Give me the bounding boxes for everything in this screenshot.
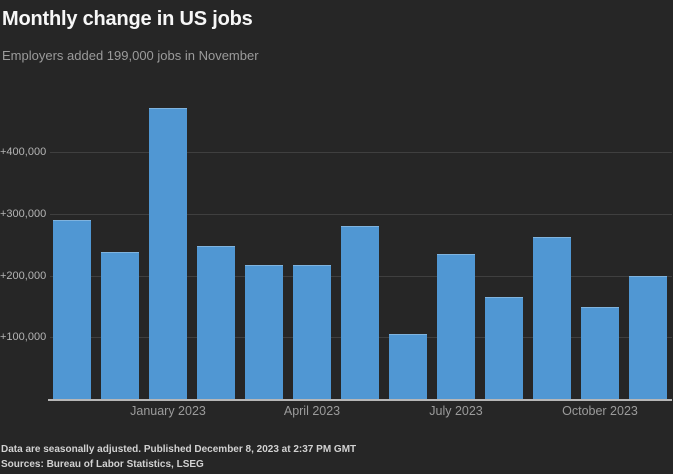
footer-note: Data are seasonally adjusted. Published …: [1, 444, 357, 455]
y-tick-label: +400,000: [0, 146, 47, 159]
bar-may-2023: [341, 225, 379, 399]
plot-area: [48, 100, 672, 401]
footer-sources: Sources: Bureau of Labor Statistics, LSE…: [1, 459, 204, 470]
bar-sep-2023: [533, 237, 571, 399]
bar-jun-2023: [389, 334, 427, 399]
bar-oct-2023: [581, 306, 619, 399]
bar-apr-2023: [293, 265, 331, 399]
gridline: [50, 214, 672, 216]
x-tick-label: July 2023: [429, 404, 483, 418]
gridline: [50, 152, 672, 154]
x-tick-label: October 2023: [562, 404, 638, 418]
chart-footer: Data are seasonally adjusted. Published …: [1, 442, 356, 472]
bar-nov-2022: [53, 220, 91, 399]
chart-title: Monthly change in US jobs: [2, 8, 253, 30]
y-tick-label: +100,000: [0, 331, 47, 344]
bar-feb-2023: [197, 246, 235, 399]
bar-dec-2022: [101, 251, 139, 399]
bar-jul-2023: [437, 253, 475, 399]
bar-nov-2023: [629, 276, 667, 399]
x-tick-label: April 2023: [283, 404, 341, 418]
bar-jan-2023: [149, 108, 187, 399]
x-tick-label: January 2023: [130, 404, 206, 418]
y-tick-label: +300,000: [0, 208, 47, 221]
bar-mar-2023: [245, 265, 283, 399]
y-tick-label: +200,000: [0, 269, 47, 282]
chart-subtitle: Employers added 199,000 jobs in November: [2, 48, 259, 63]
bar-aug-2023: [485, 297, 523, 399]
